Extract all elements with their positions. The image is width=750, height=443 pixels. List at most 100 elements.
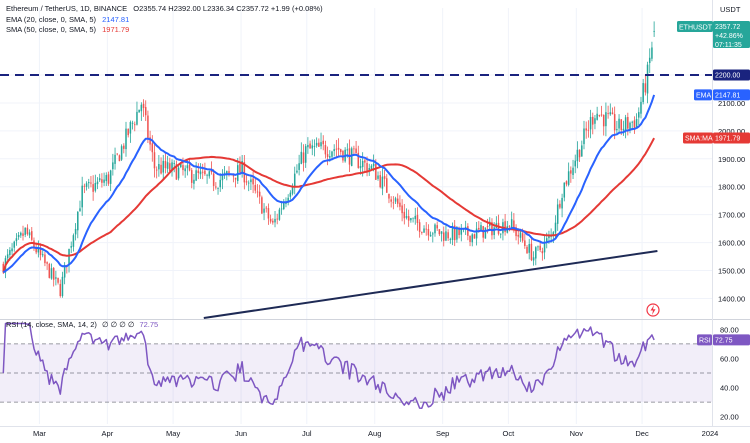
- price-tick-label: 1600.00: [718, 239, 745, 248]
- candle-body: [223, 172, 226, 174]
- candle-body: [589, 116, 592, 130]
- candle-body: [539, 245, 541, 251]
- candle-body: [24, 227, 26, 235]
- candle-body: [283, 202, 285, 209]
- candle-body: [578, 149, 581, 158]
- candle-body: [254, 184, 257, 191]
- candle-body: [513, 220, 515, 228]
- ema-name-tag: [694, 89, 712, 101]
- candle-body: [90, 182, 92, 184]
- candle-body: [243, 162, 246, 183]
- candle-body: [390, 199, 392, 202]
- symbol-legend: Ethereum / TetherUS, 1D, BINANCE O2355.7…: [6, 3, 323, 14]
- candle-body: [55, 277, 57, 279]
- rsi-axis[interactable]: 20.00 40.00 60.00 80.00: [720, 325, 739, 421]
- candle-body: [414, 215, 417, 220]
- candle-body: [602, 114, 605, 127]
- alert-icon[interactable]: [646, 303, 660, 317]
- candle-body: [245, 181, 248, 183]
- candle-body: [497, 222, 500, 234]
- candle-body: [554, 222, 557, 233]
- symbol-tag: [677, 21, 713, 32]
- candle-body: [559, 203, 561, 208]
- candle-body: [9, 250, 11, 256]
- candle-body: [74, 228, 77, 235]
- candle-body: [144, 107, 147, 116]
- candle-body: [609, 112, 612, 115]
- candle-body: [648, 57, 651, 64]
- time-tick-label: Oct: [503, 429, 516, 438]
- candle-body: [300, 151, 303, 164]
- candle-body: [208, 171, 211, 177]
- candle-body: [120, 146, 123, 160]
- candle-body: [399, 202, 401, 207]
- candle-body: [596, 113, 598, 120]
- candle-body: [421, 232, 423, 233]
- candle-body: [410, 217, 412, 221]
- candle-body: [331, 151, 333, 157]
- candle-body: [510, 219, 513, 228]
- sma-legend[interactable]: SMA (50, close, 0, SMA, 5) 1971.79: [6, 24, 129, 35]
- candle-body: [134, 124, 136, 126]
- candle-body: [366, 163, 368, 173]
- candle-body: [521, 233, 524, 241]
- candle-body: [633, 120, 636, 128]
- candle-body: [530, 243, 533, 261]
- candle-body: [190, 170, 193, 183]
- candle-body: [72, 235, 75, 247]
- candle-body: [427, 229, 430, 236]
- candle-body: [591, 116, 594, 125]
- candle-body: [252, 178, 254, 185]
- symbol-title[interactable]: Ethereum / TetherUS, 1D, BINANCE: [6, 4, 128, 13]
- ohlc-values: O2355.74 H2392.00 L2336.34 C2357.72 +1.9…: [133, 4, 323, 13]
- candle-body: [112, 162, 114, 170]
- candle-body: [22, 233, 24, 236]
- candle-body: [261, 197, 263, 214]
- candle-body: [105, 175, 108, 182]
- price-axis-currency: USDT: [720, 5, 741, 14]
- candle-body: [116, 153, 119, 155]
- candle-body: [186, 165, 189, 169]
- candle-body: [467, 226, 469, 236]
- candle-body: [611, 112, 614, 115]
- candle-body: [416, 214, 419, 223]
- time-tick-label: Aug: [368, 429, 381, 438]
- candle-body: [322, 140, 324, 145]
- candle-body: [594, 118, 596, 124]
- candle-body: [302, 152, 305, 163]
- candle-body: [131, 122, 134, 124]
- rsi-value-tag-text: 72.75: [715, 337, 733, 344]
- candle-body: [293, 173, 296, 188]
- candle-body: [635, 119, 638, 128]
- candle-body: [545, 238, 548, 243]
- candle-body: [396, 198, 399, 204]
- candle-body: [129, 122, 132, 134]
- candle-body: [162, 160, 165, 173]
- candle-body: [291, 187, 294, 194]
- candle-body: [618, 118, 620, 129]
- candle-body: [392, 202, 395, 204]
- rsi-legend[interactable]: RSI (14, close, SMA, 14, 2) ∅ ∅ ∅ ∅ 72.7…: [6, 320, 158, 329]
- candle-body: [456, 227, 458, 240]
- rsi-placeholders: ∅ ∅ ∅ ∅: [101, 320, 135, 329]
- ema-legend[interactable]: EMA (20, close, 0, SMA, 5) 2147.81: [6, 14, 129, 25]
- candle-body: [35, 247, 37, 253]
- candle-body: [605, 112, 607, 127]
- candle-body: [41, 254, 44, 256]
- candle-body: [166, 162, 169, 169]
- rsi-value-tag: [713, 334, 750, 346]
- candle-body: [567, 171, 570, 185]
- rsi-name-tag-text: RSI: [699, 337, 711, 344]
- time-axis[interactable]: Mar Apr May Jun Jul Aug Sep Oct Nov Dec 2024: [33, 429, 718, 438]
- candle-body: [59, 283, 62, 296]
- candle-body: [46, 262, 48, 264]
- support-trendline: [203, 249, 658, 319]
- candle-body: [256, 191, 259, 193]
- price-axis[interactable]: USDT 1400.00 1500.00 1600.00 1700.00 1800.00 1…: [718, 5, 745, 303]
- rsi-tick-label: 40.00: [720, 384, 739, 393]
- candle-body: [337, 147, 340, 150]
- last-price-tag-text: 2357.72: [715, 24, 740, 31]
- candle-body: [570, 170, 572, 174]
- rsi-tick-label: 60.00: [720, 354, 739, 363]
